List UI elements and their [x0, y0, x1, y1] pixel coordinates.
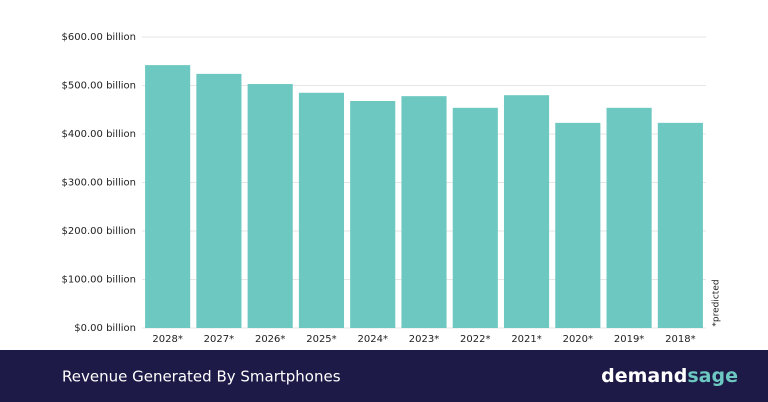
x-tick-label: 2022*: [460, 334, 490, 345]
bar: [503, 95, 550, 328]
x-tick-label: 2019*: [614, 334, 644, 345]
x-tick-label: 2023*: [409, 334, 439, 345]
footer-band: [0, 350, 768, 402]
bar: [196, 73, 242, 328]
x-tick-label: 2027*: [204, 334, 234, 345]
bar: [298, 92, 345, 329]
bar: [247, 84, 293, 328]
x-tick-label: 2028*: [152, 334, 182, 345]
y-tick-label: $0.00 billion: [74, 323, 136, 334]
bar: [145, 65, 191, 328]
y-tick-label: $200.00 billion: [62, 226, 136, 237]
x-tick-label: 2021*: [511, 334, 541, 345]
brand-part: sage: [687, 365, 738, 387]
bar: [555, 122, 601, 328]
bar: [401, 96, 447, 328]
y-tick-label: $400.00 billion: [62, 129, 136, 140]
y-tick-label: $500.00 billion: [62, 81, 136, 92]
bar: [452, 107, 498, 328]
x-tick-label: 2020*: [563, 334, 593, 345]
note: *predicted: [712, 279, 722, 326]
bar: [657, 122, 703, 328]
brand-logo: demandsage: [601, 365, 738, 387]
x-tick-label: 2025*: [306, 334, 336, 345]
y-tick-label: $100.00 billion: [62, 275, 136, 286]
x-tick-label: 2026*: [255, 334, 285, 345]
x-tick-label: 2018*: [665, 334, 695, 345]
bar: [350, 101, 396, 329]
y-tick-label: $600.00 billion: [62, 32, 136, 43]
y-tick-label: $300.00 billion: [62, 178, 136, 189]
brand-part: demand: [601, 365, 687, 387]
chart-title: Revenue Generated By Smartphones: [62, 368, 341, 386]
x-tick-label: 2024*: [358, 334, 388, 345]
bar: [606, 107, 652, 328]
